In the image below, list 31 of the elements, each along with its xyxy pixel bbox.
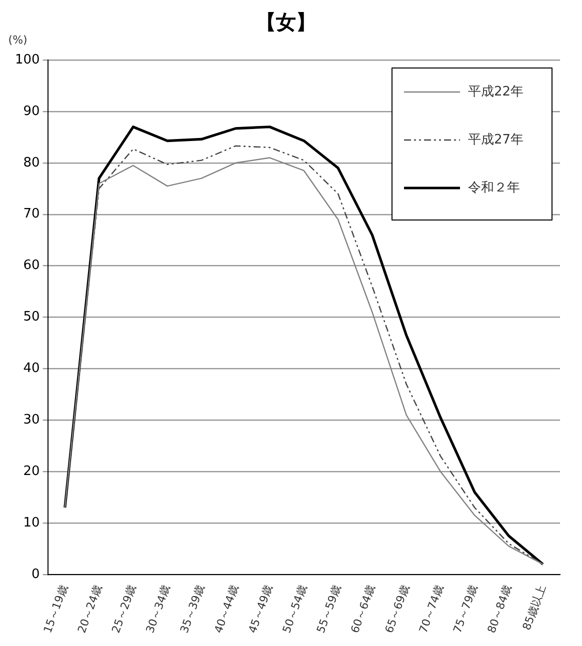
y-axis-title: (%)	[8, 33, 28, 46]
legend-label: 平成27年	[468, 132, 524, 148]
x-tick-label: 65～69歳	[382, 583, 412, 635]
x-tick-label: 50～54歳	[280, 583, 310, 635]
y-tick-label: 50	[23, 310, 40, 325]
x-tick-label: 30～34歳	[144, 583, 173, 635]
y-tick-label: 10	[23, 515, 40, 530]
x-tick-label: 70～74歳	[416, 583, 446, 635]
legend-label: 平成22年	[468, 84, 524, 100]
x-tick-label: 55～59歳	[314, 583, 344, 635]
y-tick-label: 70	[23, 206, 40, 222]
y-tick-label: 30	[23, 412, 40, 428]
y-tick-label: 80	[23, 155, 40, 170]
y-tick-label: 100	[14, 52, 40, 68]
x-tick-label: 75～79歳	[450, 583, 480, 635]
x-tick-label: 20～24歳	[75, 583, 105, 635]
x-tick-label: 60～64歳	[348, 583, 378, 635]
x-tick-label: 25～29歳	[109, 583, 139, 635]
x-tick-label: 40～44歳	[212, 583, 242, 635]
y-tick-label: 40	[23, 361, 40, 376]
x-tick-label: 80～84歳	[484, 583, 514, 635]
x-tick-label: 85歳以上	[520, 583, 548, 632]
y-tick-label: 60	[23, 258, 40, 274]
y-tick-label: 0	[32, 566, 40, 582]
x-tick-label: 35～39歳	[178, 583, 207, 635]
chart-title: 【女】	[256, 10, 316, 34]
x-tick-label: 45～49歳	[246, 583, 276, 635]
y-tick-label: 90	[23, 104, 40, 119]
legend-label: 令和２年	[468, 180, 520, 196]
x-tick-label: 15～19歳	[41, 583, 70, 635]
y-tick-label: 20	[23, 464, 40, 479]
